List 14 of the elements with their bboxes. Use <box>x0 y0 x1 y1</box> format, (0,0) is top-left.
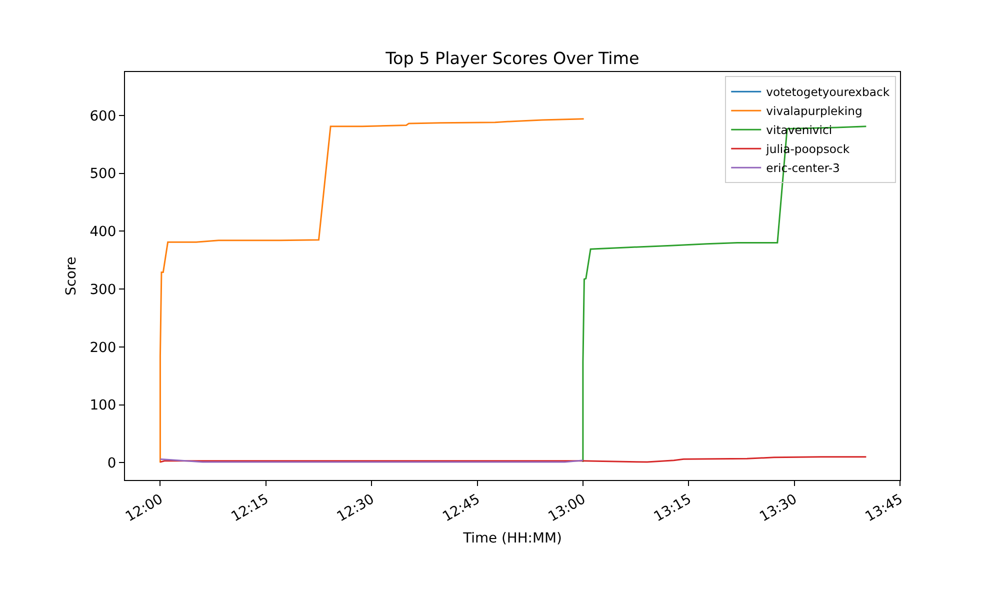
y-tick-label: 200 <box>90 340 116 356</box>
y-tick-label: 400 <box>90 224 116 240</box>
y-tick-label: 100 <box>90 398 116 414</box>
chart-title: Top 5 Player Scores Over Time <box>384 48 640 68</box>
x-axis-title: Time (HH:MM) <box>462 530 562 546</box>
y-tick-label: 500 <box>90 166 116 182</box>
line-series <box>159 118 585 464</box>
y-tick-label: 600 <box>90 108 116 124</box>
y-tick-label: 0 <box>107 456 116 472</box>
y-tick-label: 300 <box>90 282 116 298</box>
line-series <box>582 126 867 463</box>
legend-label: vivalapurpleking <box>766 104 862 118</box>
y-axis-title: Score <box>63 256 80 296</box>
legend-label: votetogetyourexback <box>766 85 890 100</box>
